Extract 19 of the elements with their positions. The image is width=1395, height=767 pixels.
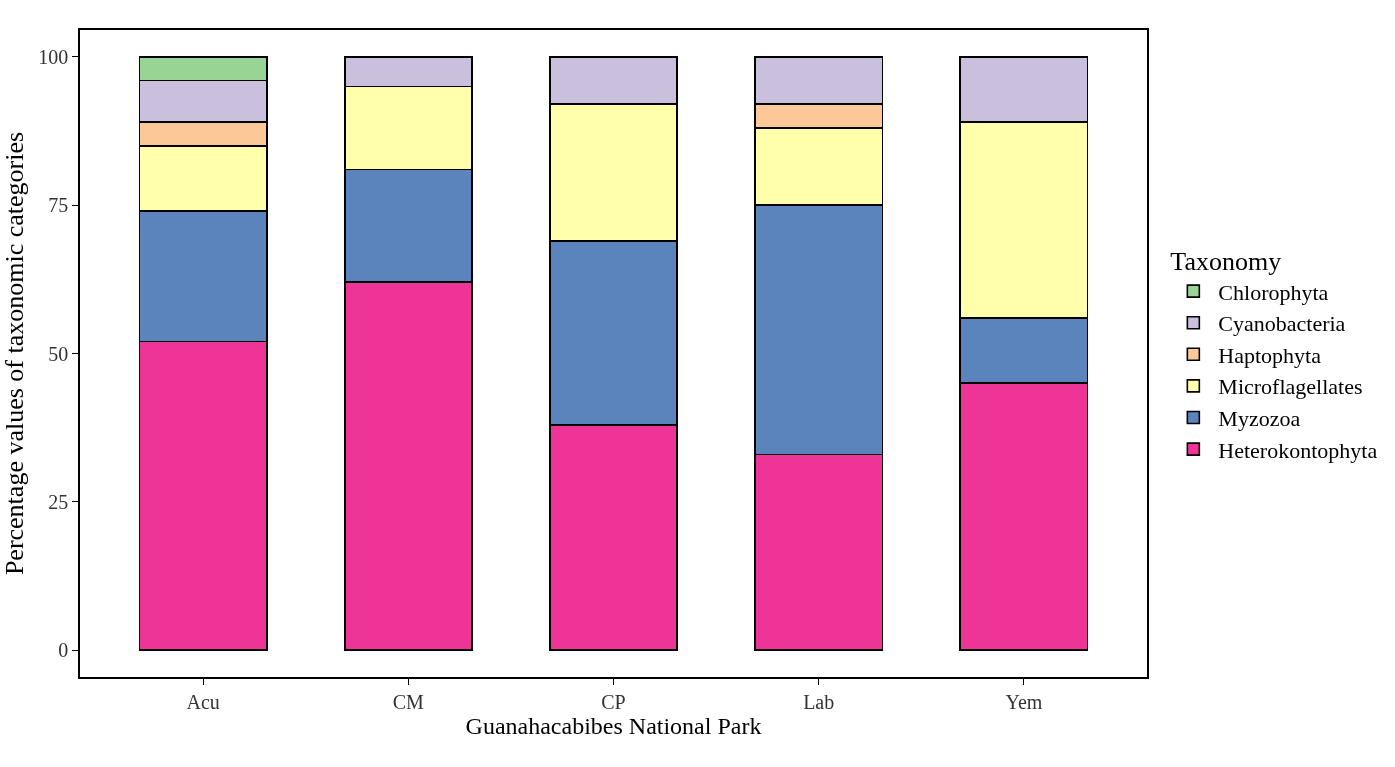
legend-label: Chlorophyta: [1218, 279, 1329, 305]
y-tick-label: 0: [58, 639, 69, 662]
x-axis-title: Guanahacabibes National Park: [465, 712, 762, 739]
y-axis-title: Percentage values of taxonomic categories: [0, 131, 29, 576]
legend-label: Heterokontophyta: [1218, 437, 1378, 463]
x-tick-label: CM: [392, 690, 425, 713]
x-tick-label: Lab: [803, 690, 835, 713]
legend-label: Microflagellates: [1218, 374, 1363, 400]
x-tick-label: Acu: [186, 690, 220, 713]
y-tick-label: 50: [48, 342, 69, 365]
legend-title: Taxonomy: [1170, 247, 1282, 277]
y-tick-label: 25: [48, 490, 69, 513]
legend-label: Myzozoa: [1218, 406, 1301, 432]
x-tick-label: CP: [601, 690, 626, 713]
y-tick-label: 100: [38, 45, 69, 68]
legend-label: Cyanobacteria: [1218, 311, 1346, 337]
legend-label: Haptophyta: [1218, 342, 1322, 368]
y-tick-label: 75: [48, 194, 69, 217]
x-tick-label: Yem: [1005, 690, 1043, 713]
